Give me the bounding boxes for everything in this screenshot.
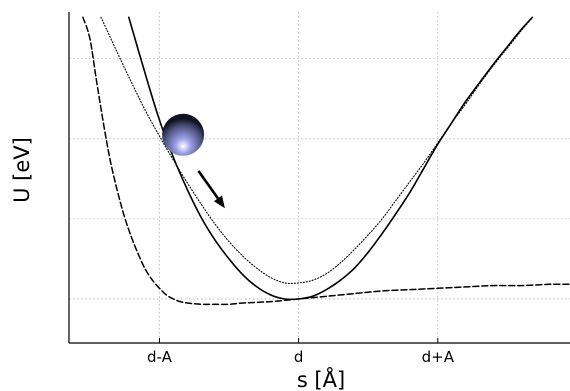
ball-icon <box>162 113 205 156</box>
x-ticks: d-A d d+A <box>147 338 455 366</box>
arrow-head-icon <box>213 195 225 209</box>
grid-lines <box>69 12 570 343</box>
y-axis-title: U [eV] <box>10 137 34 203</box>
x-tick-label: d+A <box>422 348 455 366</box>
x-tick-label: d <box>294 348 304 366</box>
x-tick-label: d-A <box>147 348 173 366</box>
series-dashed-line <box>82 16 570 306</box>
series-dotted-line <box>100 16 533 284</box>
curves <box>82 16 570 306</box>
series-solid-line <box>128 16 534 301</box>
arrow-shaft <box>197 170 219 200</box>
x-axis-title: s [Å] <box>297 366 345 391</box>
annotations <box>162 113 225 209</box>
